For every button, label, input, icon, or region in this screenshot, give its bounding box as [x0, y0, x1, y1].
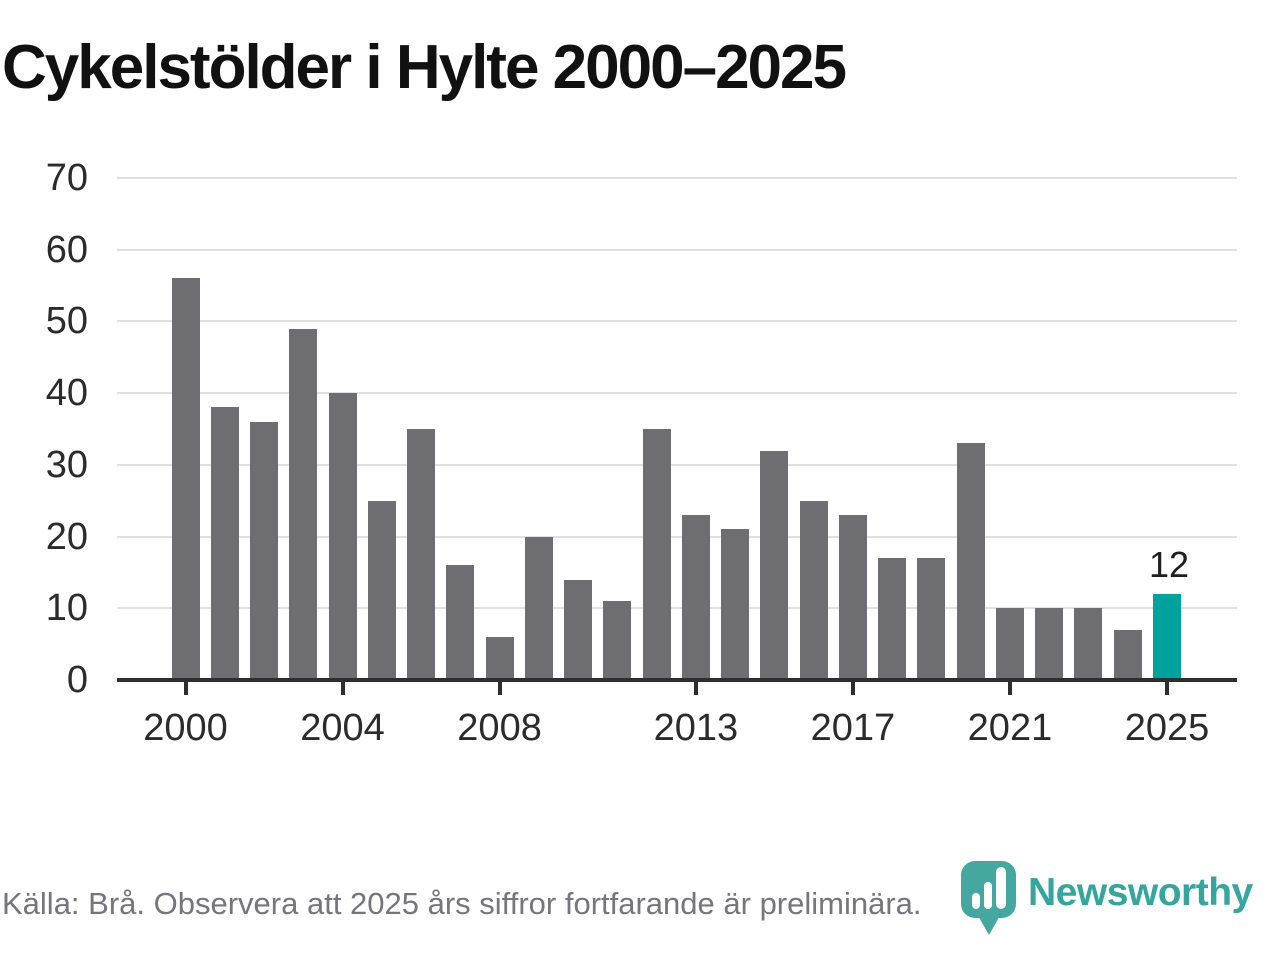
newsworthy-logo[interactable]: Newsworthy [960, 858, 1280, 948]
x-tick-2025 [1165, 682, 1169, 695]
gridline-y-60 [117, 248, 1237, 251]
y-axis-label-30: 30 [45, 443, 88, 486]
bar-2002 [250, 421, 279, 680]
bar-2008 [485, 636, 514, 680]
bar-2021 [995, 608, 1024, 680]
source-note: Källa: Brå. Observera att 2025 års siffr… [2, 886, 922, 921]
bar-2012 [642, 429, 671, 680]
gridline-y-70 [117, 177, 1237, 179]
x-axis-label-2025: 2025 [1124, 707, 1210, 749]
bar-2023 [1074, 608, 1103, 680]
x-tick-2021 [1007, 682, 1012, 695]
bar-2005 [367, 500, 396, 680]
gridline-y-30 [117, 463, 1237, 466]
bar-2017 [838, 515, 867, 680]
y-axis-label-0: 0 [66, 659, 88, 701]
newsworthy-logo-text: Newsworthy [1028, 871, 1253, 914]
y-axis-label-40: 40 [45, 372, 88, 415]
y-axis-label-20: 20 [45, 515, 88, 558]
gridline-y-50 [117, 320, 1237, 323]
y-axis-label-50: 50 [45, 300, 88, 343]
x-axis-label-2000: 2000 [143, 707, 228, 749]
gridline-y-40 [117, 392, 1237, 395]
gridline-y-20 [117, 535, 1237, 538]
x-tick-2017 [850, 682, 855, 695]
bar-2014 [721, 529, 750, 680]
x-tick-2013 [693, 682, 698, 695]
x-axis-label-2021: 2021 [967, 707, 1053, 749]
bar-2004 [328, 393, 357, 680]
bar-2019 [917, 558, 946, 680]
x-tick-2008 [497, 682, 502, 695]
y-axis-label-10: 10 [45, 587, 88, 630]
x-tick-2004 [340, 682, 345, 695]
x-axis-label-2004: 2004 [300, 707, 385, 749]
newsworthy-logo-icon [960, 860, 1018, 943]
x-axis-label-2008: 2008 [457, 707, 542, 749]
bar-2010 [564, 579, 593, 680]
bar-2020 [956, 443, 985, 680]
bar-2016 [799, 500, 828, 680]
x-axis-line [117, 678, 1237, 682]
bar-2000 [171, 278, 200, 680]
page-title: Cykelstölder i Hylte 2000–2025 [2, 33, 847, 102]
bar-2024 [1113, 629, 1142, 680]
bar-2001 [210, 407, 239, 680]
bar-2007 [446, 565, 475, 680]
bar-2025 [1153, 593, 1181, 680]
x-axis-label-2013: 2013 [653, 707, 739, 749]
highlighted-bar-value-label: 12 [1148, 543, 1190, 585]
bar-2003 [289, 328, 318, 680]
y-axis-label-70: 70 [45, 157, 88, 199]
gridline-y-10 [117, 607, 1237, 610]
bar-chart: 0 10 20 30 40 50 60 70 2000 2004 2008 2013 2017 2021 2… [45, 157, 1237, 749]
bar-2011 [603, 601, 632, 680]
bar-2022 [1035, 608, 1064, 680]
bar-2018 [878, 558, 907, 680]
y-axis-label-60: 60 [45, 228, 88, 271]
x-tick-2000 [183, 682, 188, 695]
bar-2015 [760, 450, 789, 680]
bar-2006 [407, 429, 436, 680]
x-axis-label-2017: 2017 [810, 707, 896, 749]
bar-2013 [681, 515, 710, 680]
bar-2009 [524, 536, 553, 680]
